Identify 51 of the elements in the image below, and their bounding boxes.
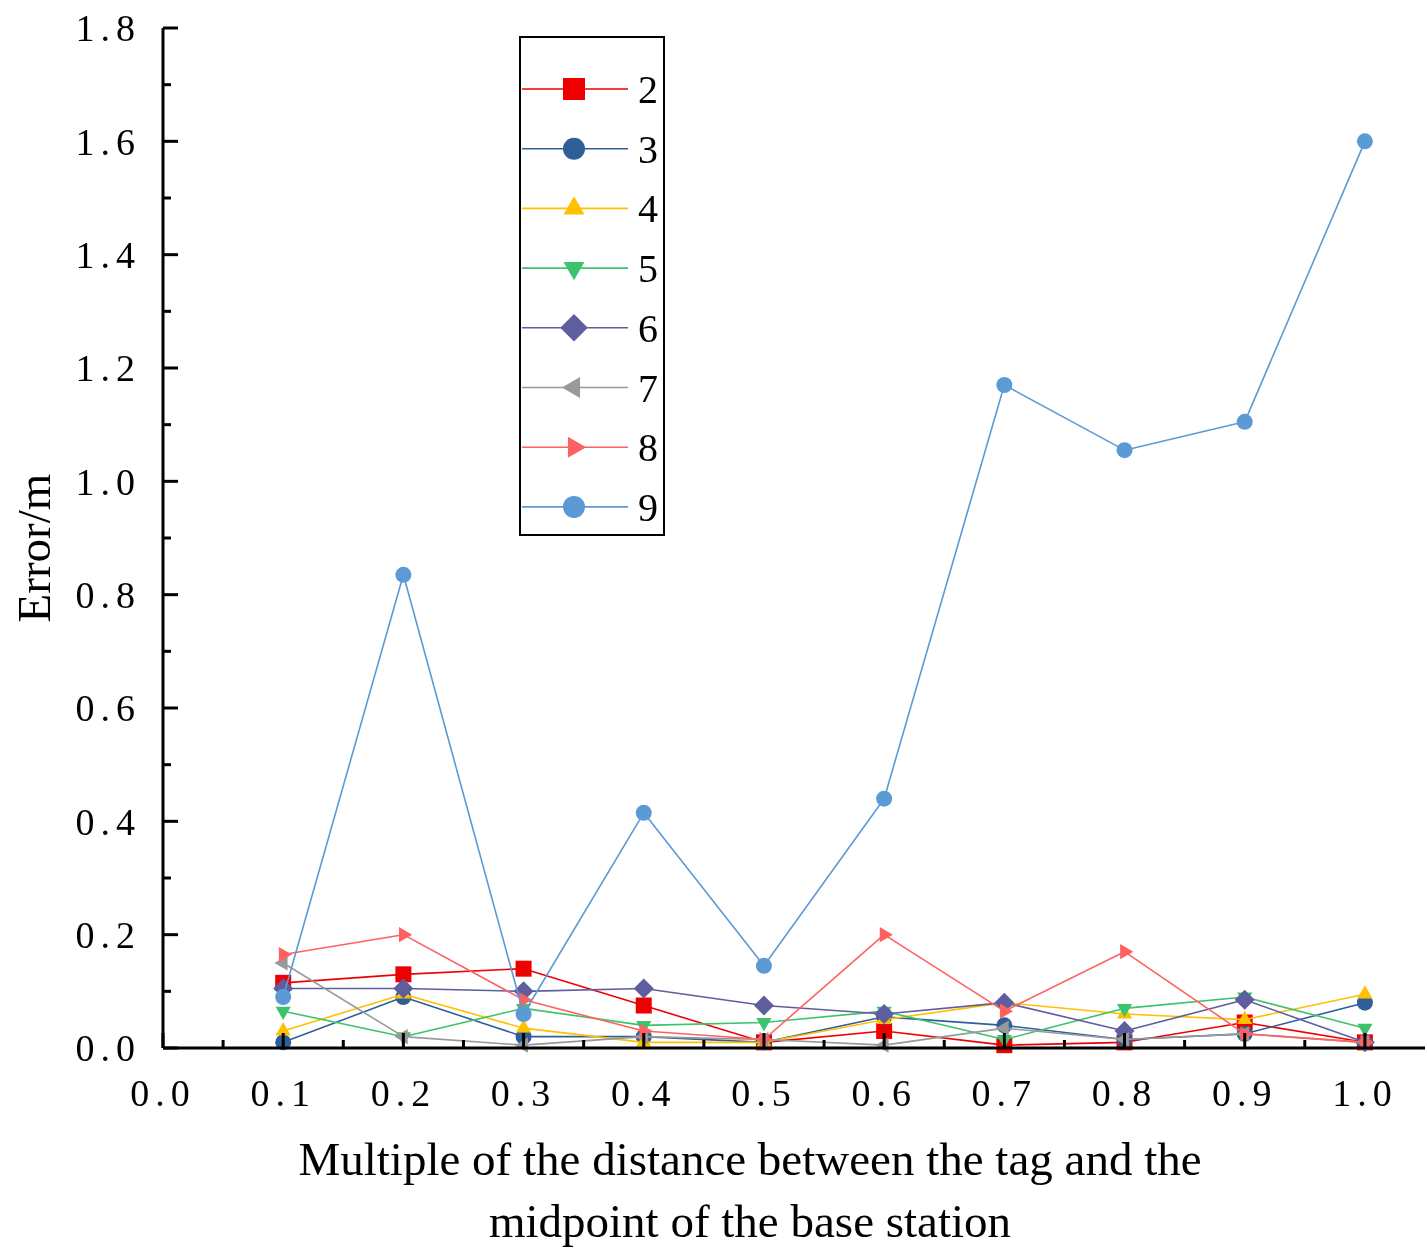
legend-label: 6 xyxy=(638,305,658,351)
x-tick-label: 0.3 xyxy=(490,1072,557,1114)
y-tick-label: 0.2 xyxy=(75,913,141,956)
point xyxy=(996,377,1013,393)
x-tick-label: 0.2 xyxy=(370,1072,437,1114)
point xyxy=(1236,413,1253,430)
point xyxy=(633,978,654,999)
point xyxy=(398,927,413,943)
point xyxy=(635,804,652,821)
y-tick-label: 0.4 xyxy=(75,800,141,843)
y-tick-label: 1.4 xyxy=(75,233,141,276)
y-tick-label: 1.2 xyxy=(75,347,141,390)
x-tick-label: 0.1 xyxy=(250,1072,316,1114)
legend-label: 4 xyxy=(638,186,658,232)
x-tick-label: 0.5 xyxy=(731,1072,797,1114)
x-tick-label: 1.0 xyxy=(1332,1072,1398,1114)
point xyxy=(275,989,292,1005)
x-tick-label: 0.4 xyxy=(611,1072,677,1114)
y-axis-title: Error/m xyxy=(8,473,60,623)
y-tick-label: 1.8 xyxy=(75,7,141,50)
x-tick-label: 0.7 xyxy=(971,1072,1038,1114)
legend-label: 3 xyxy=(638,126,658,172)
point xyxy=(278,946,292,963)
legend-label: 7 xyxy=(638,365,658,411)
point xyxy=(395,566,412,583)
point xyxy=(1116,442,1133,459)
point xyxy=(393,978,414,999)
point xyxy=(755,957,772,974)
point xyxy=(275,1006,291,1020)
y-tick-label: 0.8 xyxy=(75,573,141,616)
x-tick-label: 0.6 xyxy=(851,1072,917,1114)
legend-label: 8 xyxy=(638,425,658,471)
legend-label: 9 xyxy=(638,484,658,530)
point xyxy=(635,997,652,1014)
y-tick-label: 0.6 xyxy=(75,687,141,730)
y-tick-label: 0.0 xyxy=(75,1027,141,1070)
y-tick-label: 1.6 xyxy=(75,120,141,163)
point xyxy=(753,995,774,1016)
x-tick-label: 0.0 xyxy=(130,1072,196,1114)
x-axis-title: Multiple of the distance between the tag and the midpoint of the base station xyxy=(297,1132,1203,1249)
point xyxy=(879,927,893,943)
point xyxy=(515,960,532,977)
point xyxy=(1356,133,1373,150)
x-tick-label: 0.9 xyxy=(1211,1072,1278,1114)
legend-label: 2 xyxy=(638,67,658,112)
y-tick-label: 1.0 xyxy=(75,460,141,503)
point xyxy=(395,966,412,983)
legend-label: 5 xyxy=(638,246,658,292)
point xyxy=(515,1006,532,1022)
x-tick-label: 0.8 xyxy=(1091,1072,1158,1114)
point xyxy=(876,790,893,807)
